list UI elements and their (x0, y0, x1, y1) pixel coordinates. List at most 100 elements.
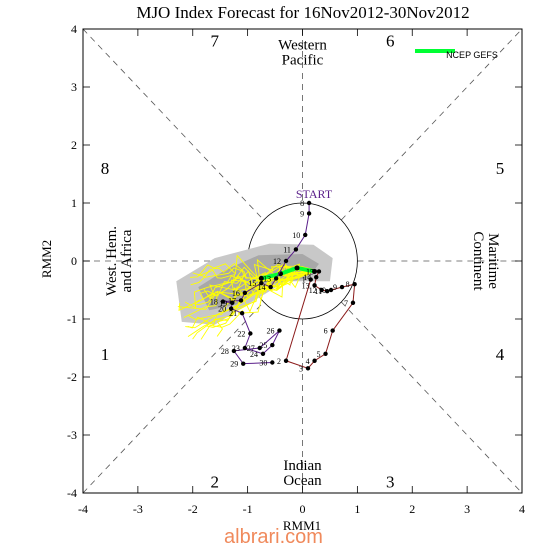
forecast-observed-point (328, 287, 334, 293)
ensemble-member-line (216, 269, 314, 337)
observed-point-label: 28 (221, 347, 229, 356)
y-tick-label: 3 (71, 80, 77, 94)
region-label-western-line: Western (278, 38, 327, 54)
observed-point-label: 13 (263, 274, 271, 283)
forecast-observed-point-label: 2 (277, 357, 281, 366)
ensemble-member-line (187, 265, 314, 329)
observed-point-label: 26 (266, 327, 274, 336)
observed-point (242, 290, 248, 296)
forecast-observed-point-label: 8 (346, 280, 350, 289)
observed-point-label: 8 (300, 199, 304, 208)
forecast-observed-point-label: 15 (306, 267, 314, 276)
ensemble-member-line (190, 254, 314, 279)
observed-point (306, 211, 312, 216)
observed-point-label: 10 (292, 231, 300, 240)
observed-point-label: 27 (247, 344, 255, 353)
forecast-observed-point-label: 13 (302, 281, 310, 290)
forecast-observed-point (305, 366, 311, 371)
observed-point (241, 361, 246, 366)
observed-point (306, 200, 312, 206)
y-tick-label: 2 (71, 138, 77, 152)
observed-point-label: 11 (283, 245, 291, 254)
observed-point-label: 9 (300, 209, 304, 218)
observed-point-label: 12 (273, 257, 281, 266)
y-axis-label: RMM2 (39, 240, 54, 278)
y-tick-label: -4 (67, 486, 77, 500)
observed-point (293, 247, 299, 252)
observed-point (259, 280, 264, 286)
phase-boundary-diag-nw (82, 28, 264, 221)
observed-point (242, 345, 248, 351)
phase-label-6: 6 (386, 32, 395, 51)
forecast-observed-point (323, 351, 328, 356)
forecast-observed-point-label: 5 (317, 350, 321, 359)
x-tick-label: 0 (300, 502, 306, 516)
y-tick-label: -1 (67, 312, 77, 326)
observed-point (220, 299, 226, 304)
x-tick-label: -4 (78, 502, 88, 516)
forecast-observed-point-label: 14 (303, 273, 311, 282)
watermark-text: albrari.com (224, 526, 323, 548)
y-tick-label: -2 (67, 370, 77, 384)
forecast-observed-point (308, 277, 313, 282)
forecast-observed-point (314, 275, 319, 280)
region-label-maritime-line: Continent (470, 231, 486, 291)
x-tick-label: -1 (243, 502, 253, 516)
region-label-maritime-line: Maritime (485, 233, 501, 289)
forecast-observed-point (339, 284, 345, 290)
y-tick-label: 4 (71, 22, 77, 36)
legend-label: NCEP GEFS (446, 50, 498, 60)
observed-point-label: 25 (259, 341, 267, 350)
observed-point-label: 14 (258, 283, 266, 292)
region-label-western-line: Pacific (282, 53, 324, 69)
region-label-west-hem: West. Hem. and Africa (104, 226, 135, 296)
phase-label-7: 7 (210, 32, 219, 51)
forecast-observed-point (283, 358, 289, 363)
region-label-indian-line: Indian (283, 458, 322, 474)
ensemble-mean-point (258, 275, 264, 281)
observed-point (268, 284, 273, 290)
observed-point (257, 345, 262, 351)
observed-point-label: 20 (218, 305, 226, 314)
forecast-observed-point (330, 328, 335, 333)
forecast-observed-point-label: 9 (333, 283, 337, 292)
forecast-observed-point (312, 283, 317, 288)
observed-point (260, 351, 266, 356)
observed-point (273, 276, 279, 281)
forecast-observed-point-label: 7 (344, 299, 348, 308)
forecast-observed-point (312, 358, 317, 363)
x-tick-label: 1 (354, 502, 360, 516)
observed-point-label: 30 (259, 359, 267, 368)
phase-label-3: 3 (386, 472, 395, 491)
phase-label-4: 4 (496, 345, 505, 364)
forecast-observed-point (352, 282, 357, 287)
observed-point (270, 342, 275, 348)
phase-boundary-diag-se (341, 301, 523, 494)
forecast-observed-point-label: 4 (306, 357, 310, 366)
ensemble-member-line (192, 269, 314, 340)
y-tick-label: -3 (67, 428, 77, 442)
x-tick-label: -2 (188, 502, 198, 516)
chart-title: MJO Index Forecast for 16Nov2012-30Nov20… (136, 3, 469, 22)
x-tick-label: 3 (464, 502, 470, 516)
observed-point (277, 328, 282, 333)
x-axis-label: RMM1 (283, 518, 321, 533)
start-label: START (296, 187, 333, 201)
observed-point-label: 15 (248, 279, 256, 288)
ensemble-mean-point (294, 265, 300, 271)
observed-point (239, 311, 245, 316)
x-tick-label: -3 (133, 502, 143, 516)
observed-point (228, 306, 234, 311)
x-tick-label: 2 (409, 502, 415, 516)
observed-point (231, 348, 237, 354)
observed-point-label: 23 (232, 344, 240, 353)
forecast-observed-point (324, 288, 330, 294)
forecast-observed-point-label: 1 (302, 276, 306, 285)
phase-label-2: 2 (210, 472, 219, 491)
observed-point-label: 19 (219, 299, 227, 308)
ensemble-mean-line (260, 265, 315, 281)
phase-label-5: 5 (496, 159, 505, 178)
